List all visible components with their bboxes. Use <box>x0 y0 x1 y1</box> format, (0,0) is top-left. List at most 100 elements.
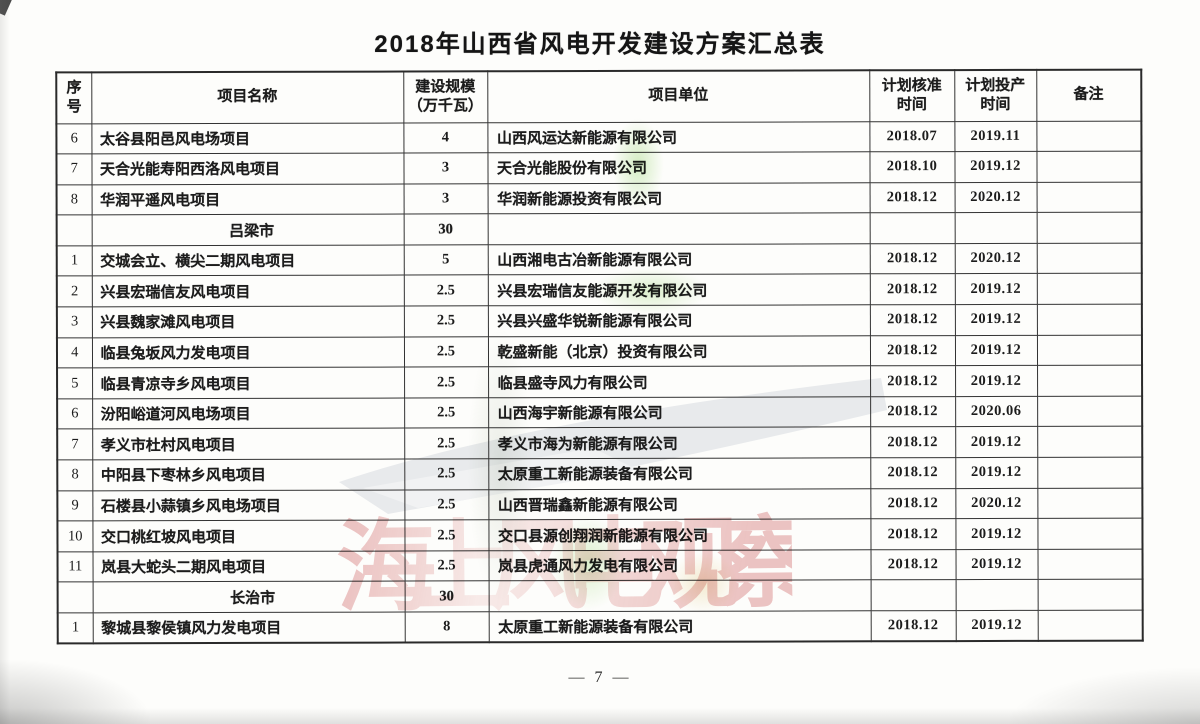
table-row: 5 临县青凉寺乡风电项目 2.5 临县盛寺风力有限公司 2018.12 2019.12 <box>57 365 1143 399</box>
scale-cell: 2.5 <box>404 458 489 490</box>
company-cell: 天合光能股份有限公司 <box>487 151 870 184</box>
table-row: 8 中阳县下枣林乡风电项目 2.5 太原重工新能源装备有限公司 2018.12 2019.… <box>57 457 1143 491</box>
approval-time-cell: 2018.12 <box>870 365 956 397</box>
approval-time-cell: 2018.12 <box>870 610 956 642</box>
serial-cell: 7 <box>57 429 93 460</box>
project-name-cell: 交城会立、横尖二期风电项目 <box>91 244 404 277</box>
company-cell: 乾盛新能（北京）投资有限公司 <box>487 335 871 368</box>
header-project-unit: 项目单位 <box>487 70 870 123</box>
production-time-cell: 2019.12 <box>954 273 1037 305</box>
header-text: 计划核准 <box>881 78 942 95</box>
production-time-cell: 2019.12 <box>955 365 1038 397</box>
table-row: 8 华润平遥风电项目 3 华润新能源投资有限公司 2018.12 2020.12 <box>56 181 1142 216</box>
scale-cell: 3 <box>403 183 488 215</box>
production-time-cell: 2020.12 <box>955 487 1038 519</box>
project-name-cell: 兴县宏瑞信友风电项目 <box>91 275 404 307</box>
scale-cell: 2.5 <box>403 305 488 337</box>
serial-cell <box>56 215 92 246</box>
serial-cell: 5 <box>57 368 93 399</box>
table-row: 6 太谷县阳邑风电场项目 4 山西风运达新能源有限公司 2018.07 2019.11 <box>56 120 1142 155</box>
serial-cell: 4 <box>56 337 93 369</box>
table-row: 9 石楼县小蒜镇乡风电场项目 2.5 山西晋瑞鑫新能源有限公司 2018.12 2020.… <box>57 487 1143 522</box>
company-cell: 太原重工新能源装备有限公司 <box>488 457 871 490</box>
scale-cell: 30 <box>404 581 489 613</box>
scale-cell: 2.5 <box>404 489 489 521</box>
production-time-cell: 2019.12 <box>955 518 1038 550</box>
table-row: 1 交城会立、横尖二期风电项目 5 山西湘电古冶新能源有限公司 2018.12 2020.… <box>56 242 1142 277</box>
project-name-cell: 岚县大蛇头二期风电项目 <box>92 550 405 583</box>
project-name-cell: 太谷县阳邑风电场项目 <box>91 122 404 154</box>
approval-time-cell: 2018.12 <box>870 518 956 550</box>
page-title: 2018年山西省风电开发建设方案汇总表 <box>374 31 826 58</box>
page-number: — 7 — <box>568 669 632 686</box>
production-time-cell: 2019.12 <box>955 457 1038 489</box>
production-time-cell: 2019.12 <box>954 151 1037 183</box>
header-scale: 建设规模 （万千瓦） <box>403 71 488 123</box>
company-cell: 华润新能源投资有限公司 <box>487 182 870 215</box>
serial-cell: 1 <box>57 612 93 644</box>
company-cell: 山西晋瑞鑫新能源有限公司 <box>488 488 871 521</box>
city-section-row: 吕梁市 30 <box>56 212 1142 246</box>
remark-cell <box>1037 579 1143 611</box>
scale-cell: 2.5 <box>404 550 489 582</box>
header-remark: 备注 <box>1036 69 1142 121</box>
approval-time-cell: 2018.12 <box>869 335 956 367</box>
remark-cell <box>1036 304 1142 336</box>
project-name-cell: 临县青凉寺乡风电项目 <box>92 367 405 399</box>
remark-cell <box>1037 548 1143 580</box>
remark-cell <box>1037 518 1143 550</box>
project-name-cell: 吕梁市 <box>91 214 404 246</box>
table-header-row: 序号 项目名称 建设规模 （万千瓦） 项目单位 计划核准 时间 计划投产 时间 备注 <box>56 69 1142 124</box>
remark-cell <box>1036 242 1142 274</box>
company-cell: 兴县宏瑞信友能源开发有限公司 <box>487 274 870 306</box>
serial-cell: 3 <box>56 306 92 338</box>
company-cell: 孝义市海为新能源有限公司 <box>488 427 871 459</box>
header-text: 号 <box>66 99 82 116</box>
approval-time-cell: 2018.12 <box>870 488 956 520</box>
company-cell: 兴县兴盛华锐新能源有限公司 <box>487 304 870 337</box>
header-text: 序 <box>66 80 82 97</box>
scale-cell: 30 <box>403 214 488 245</box>
production-time-cell: 2019.12 <box>955 549 1038 580</box>
serial-cell: 10 <box>57 521 93 552</box>
scale-cell: 2.5 <box>404 520 489 551</box>
table-body: 6 太谷县阳邑风电场项目 4 山西风运达新能源有限公司 2018.07 2019.11 7 天… <box>56 120 1143 644</box>
header-text: （万千瓦） <box>407 98 483 115</box>
remark-cell <box>1036 212 1142 244</box>
approval-time-cell <box>869 212 955 244</box>
production-time-cell: 2020.06 <box>955 396 1038 428</box>
company-cell: 山西风运达新能源有限公司 <box>487 121 870 153</box>
approval-time-cell: 2018.12 <box>869 243 955 275</box>
production-time-cell: 2019.11 <box>954 120 1037 152</box>
table-row: 7 孝义市杜村风电项目 2.5 孝义市海为新能源有限公司 2018.12 2019.12 <box>57 426 1143 460</box>
approval-time-cell: 2018.10 <box>869 151 955 183</box>
approval-time-cell: 2018.12 <box>869 182 955 214</box>
remark-cell <box>1036 334 1143 366</box>
scale-cell: 2.5 <box>404 428 489 460</box>
header-serial: 序号 <box>56 72 92 124</box>
project-name-cell: 黎城县黎侯镇风力发电项目 <box>92 612 405 644</box>
serial-cell: 8 <box>56 184 92 216</box>
header-production-time: 计划投产 时间 <box>954 69 1037 122</box>
project-name-cell: 临县兔坂风力发电项目 <box>91 336 405 369</box>
header-text: 项目名称 <box>217 89 278 106</box>
approval-time-cell: 2018.12 <box>869 274 955 305</box>
production-time-cell <box>954 212 1037 244</box>
remark-cell <box>1036 120 1142 152</box>
summary-table-wrap: 序号 项目名称 建设规模 （万千瓦） 项目单位 计划核准 时间 计划投产 时间 备注 … <box>55 68 1144 645</box>
production-time-cell: 2019.12 <box>954 335 1038 366</box>
table-row: 6 汾阳峪道河风电场项目 2.5 山西海宇新能源有限公司 2018.12 2020.06 <box>57 395 1143 430</box>
scan-corner-mark <box>0 0 13 16</box>
header-text: 建设规模 <box>415 79 476 96</box>
production-time-cell: 2019.12 <box>955 610 1038 642</box>
approval-time-cell: 2018.12 <box>870 549 956 581</box>
scale-cell: 4 <box>403 122 488 154</box>
scale-cell: 8 <box>404 611 489 643</box>
project-name-cell: 汾阳峪道河风电场项目 <box>92 397 405 430</box>
header-text: 备注 <box>1073 87 1104 104</box>
serial-cell: 11 <box>57 551 93 583</box>
production-time-cell: 2019.12 <box>955 426 1038 458</box>
serial-cell: 6 <box>57 398 93 430</box>
remark-cell <box>1037 487 1143 519</box>
scale-cell: 2.5 <box>404 367 489 398</box>
